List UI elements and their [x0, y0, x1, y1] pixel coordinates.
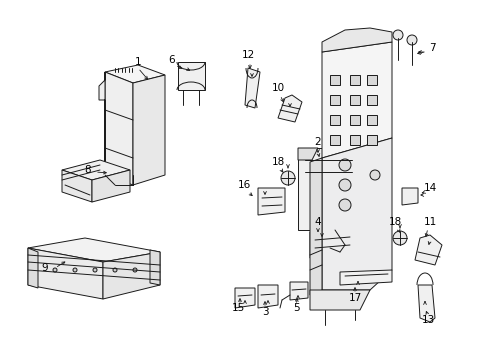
Text: 5: 5	[293, 303, 299, 313]
Circle shape	[313, 180, 318, 184]
Polygon shape	[350, 115, 360, 125]
Polygon shape	[402, 188, 418, 205]
Polygon shape	[350, 135, 360, 145]
Text: 15: 15	[231, 303, 245, 313]
Polygon shape	[278, 95, 302, 122]
Polygon shape	[330, 75, 340, 85]
Circle shape	[340, 189, 344, 194]
Polygon shape	[298, 148, 318, 160]
Text: 6: 6	[169, 55, 175, 65]
Polygon shape	[28, 238, 160, 262]
Polygon shape	[367, 115, 377, 125]
Circle shape	[281, 171, 295, 185]
Polygon shape	[133, 75, 165, 185]
Circle shape	[340, 180, 344, 184]
Circle shape	[313, 210, 318, 215]
Circle shape	[393, 231, 407, 245]
Circle shape	[313, 189, 318, 194]
Polygon shape	[330, 135, 340, 145]
Text: 17: 17	[348, 293, 362, 303]
Polygon shape	[367, 135, 377, 145]
Text: 8: 8	[85, 165, 91, 175]
Text: 7: 7	[429, 43, 435, 53]
Circle shape	[339, 199, 351, 211]
Circle shape	[113, 268, 117, 272]
Text: 14: 14	[423, 183, 437, 193]
Text: 11: 11	[423, 217, 437, 227]
Polygon shape	[367, 95, 377, 105]
Polygon shape	[310, 290, 370, 310]
Circle shape	[53, 268, 57, 272]
Text: 3: 3	[262, 307, 269, 317]
Polygon shape	[62, 170, 92, 202]
Polygon shape	[105, 65, 165, 83]
Text: 13: 13	[421, 315, 435, 325]
Circle shape	[339, 159, 351, 171]
Circle shape	[313, 199, 318, 204]
Circle shape	[340, 199, 344, 204]
Polygon shape	[28, 248, 38, 288]
Polygon shape	[258, 285, 278, 308]
Polygon shape	[28, 248, 103, 299]
Polygon shape	[415, 235, 442, 265]
Polygon shape	[92, 170, 130, 202]
Text: 18: 18	[389, 217, 402, 227]
Polygon shape	[330, 115, 340, 125]
Polygon shape	[298, 148, 358, 230]
Polygon shape	[99, 72, 105, 175]
Polygon shape	[150, 250, 160, 285]
Text: 1: 1	[135, 57, 141, 67]
Text: 2: 2	[315, 137, 321, 147]
Polygon shape	[350, 75, 360, 85]
Polygon shape	[340, 270, 392, 285]
Circle shape	[340, 210, 344, 215]
Text: 16: 16	[237, 180, 250, 190]
Text: 12: 12	[242, 50, 255, 60]
Circle shape	[133, 268, 137, 272]
Circle shape	[407, 35, 417, 45]
Circle shape	[73, 268, 77, 272]
Polygon shape	[290, 282, 308, 300]
Polygon shape	[178, 62, 205, 90]
Circle shape	[393, 30, 403, 40]
Polygon shape	[367, 75, 377, 85]
Polygon shape	[310, 158, 322, 295]
Polygon shape	[258, 188, 285, 215]
Circle shape	[370, 170, 380, 180]
Polygon shape	[235, 288, 255, 308]
Polygon shape	[418, 285, 435, 322]
Polygon shape	[103, 252, 160, 299]
Polygon shape	[310, 228, 355, 258]
Polygon shape	[322, 42, 392, 158]
Polygon shape	[105, 72, 133, 185]
Polygon shape	[62, 160, 130, 180]
Polygon shape	[322, 28, 392, 52]
Text: 10: 10	[271, 83, 285, 93]
Polygon shape	[322, 138, 392, 290]
Polygon shape	[330, 95, 340, 105]
Circle shape	[339, 179, 351, 191]
Text: 9: 9	[42, 263, 49, 273]
Polygon shape	[350, 95, 360, 105]
Text: 4: 4	[315, 217, 321, 227]
Polygon shape	[245, 68, 260, 108]
Circle shape	[93, 268, 97, 272]
Text: 18: 18	[271, 157, 285, 167]
